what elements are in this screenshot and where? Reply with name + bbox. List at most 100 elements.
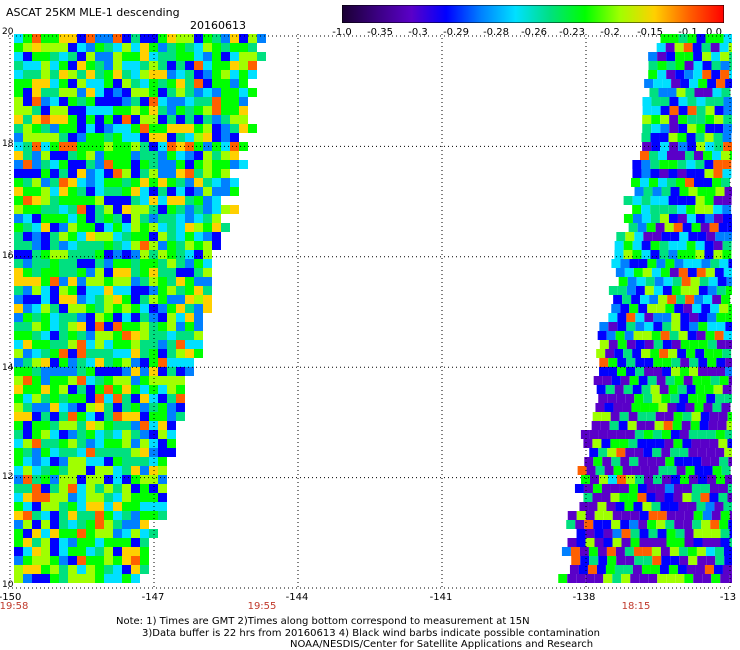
swath-pixel	[720, 61, 730, 70]
swath-pixel	[239, 34, 248, 43]
swath-pixel	[715, 448, 725, 457]
swath-pixel	[618, 421, 628, 430]
swath-pixel	[149, 259, 158, 268]
swath-pixel	[685, 88, 695, 97]
swath-pixel	[721, 295, 731, 304]
swath-pixel	[95, 277, 104, 286]
swath-pixel	[77, 457, 86, 466]
swath-pixel	[14, 232, 23, 241]
swath-pixel	[715, 430, 725, 439]
swath-pixel	[601, 439, 611, 448]
swath-pixel	[715, 187, 725, 196]
swath-pixel	[131, 124, 140, 133]
swath-pixel	[176, 178, 185, 187]
swath-pixel	[185, 277, 194, 286]
swath-pixel	[650, 214, 660, 223]
swath-pixel	[32, 106, 41, 115]
swath-pixel	[59, 511, 68, 520]
swath-pixel	[176, 124, 185, 133]
swath-pixel	[616, 475, 626, 484]
swath-pixel	[662, 340, 672, 349]
swath-pixel	[649, 295, 659, 304]
swath-pixel	[149, 268, 158, 277]
swath-pixel	[194, 133, 203, 142]
swath-pixel	[693, 70, 703, 79]
swath-pixel	[104, 385, 113, 394]
swath-pixel	[643, 394, 653, 403]
swath-pixel	[86, 151, 95, 160]
swath-pixel	[653, 322, 663, 331]
swath-pixel	[41, 178, 50, 187]
swath-pixel	[698, 340, 708, 349]
swath-pixel	[149, 79, 158, 88]
swath-pixel	[167, 430, 176, 439]
swath-pixel	[23, 376, 32, 385]
swath-pixel	[570, 547, 580, 556]
swath-pixel	[167, 187, 176, 196]
swath-pixel	[14, 331, 23, 340]
swath-pixel	[32, 502, 41, 511]
swath-pixel	[95, 115, 104, 124]
swath-pixel	[122, 61, 131, 70]
swath-pixel	[706, 187, 716, 196]
swath-pixel	[176, 295, 185, 304]
swath-pixel	[167, 223, 176, 232]
swath-pixel	[696, 124, 706, 133]
swath-pixel	[59, 115, 68, 124]
swath-pixel	[140, 394, 149, 403]
swath-pixel	[676, 88, 686, 97]
swath-pixel	[122, 241, 131, 250]
swath-pixel	[140, 376, 149, 385]
swath-pixel	[77, 151, 86, 160]
swath-pixel	[603, 538, 613, 547]
swath-pixel	[694, 88, 704, 97]
swath-pixel	[711, 511, 721, 520]
swath-pixel	[140, 565, 149, 574]
swath-pixel	[176, 376, 185, 385]
swath-pixel	[113, 34, 122, 43]
swath-pixel	[702, 574, 712, 583]
swath-pixel	[721, 403, 731, 412]
swath-pixel	[185, 340, 194, 349]
swath-pixel	[167, 34, 176, 43]
swath-pixel	[86, 232, 95, 241]
swath-pixel	[104, 349, 113, 358]
swath-pixel	[59, 151, 68, 160]
swath-pixel	[637, 223, 647, 232]
swath-pixel	[14, 124, 23, 133]
swath-pixel	[167, 97, 176, 106]
swath-pixel	[149, 475, 158, 484]
swath-pixel	[714, 502, 724, 511]
swath-pixel	[674, 304, 684, 313]
swath-pixel	[575, 520, 585, 529]
swath-pixel	[50, 169, 59, 178]
swath-pixel	[654, 277, 664, 286]
swath-pixel	[32, 43, 41, 52]
note-line-2: 3)Data buffer is 22 hrs from 20160613 4)…	[142, 628, 600, 639]
swath-pixel	[704, 250, 714, 259]
swath-pixel	[185, 79, 194, 88]
swath-pixel	[686, 160, 696, 169]
swath-pixel	[632, 160, 642, 169]
swath-pixel	[705, 115, 715, 124]
swath-pixel	[194, 268, 203, 277]
swath-pixel	[50, 151, 59, 160]
swath-pixel	[656, 43, 666, 52]
swath-pixel	[723, 115, 732, 124]
lat-label: 20	[2, 27, 14, 37]
swath-pixel	[59, 43, 68, 52]
swath-pixel	[77, 169, 86, 178]
swath-pixel	[41, 232, 50, 241]
swath-pixel	[50, 223, 59, 232]
swath-pixel	[703, 403, 713, 412]
swath-pixel	[666, 538, 676, 547]
swath-pixel	[682, 412, 692, 421]
swath-pixel	[122, 115, 131, 124]
swath-pixel	[230, 178, 239, 187]
swath-pixel	[23, 196, 32, 205]
swath-pixel	[594, 574, 604, 583]
swath-pixel	[149, 304, 158, 313]
swath-pixel	[32, 484, 41, 493]
swath-pixel	[23, 565, 32, 574]
swath-pixel	[68, 430, 77, 439]
